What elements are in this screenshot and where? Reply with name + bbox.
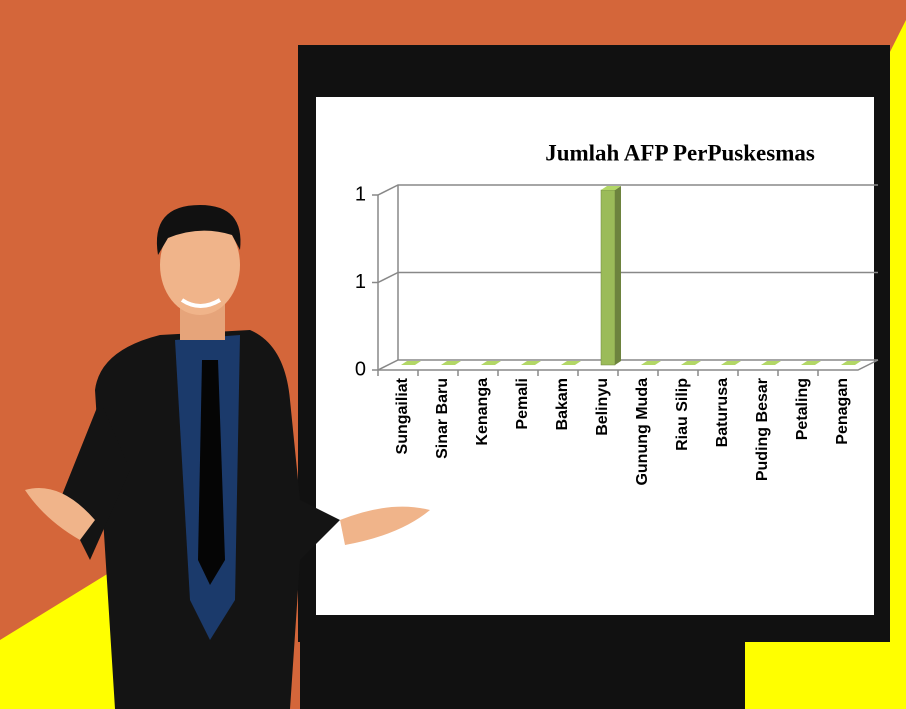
hand bbox=[25, 488, 95, 540]
bar-top bbox=[641, 361, 661, 365]
x-tick-label: Sinar Baru bbox=[434, 378, 451, 459]
y-tick-label: 1 bbox=[355, 183, 366, 205]
smile bbox=[180, 298, 222, 308]
board-stand bbox=[300, 640, 745, 709]
tie bbox=[198, 360, 225, 585]
bar-top bbox=[481, 361, 501, 365]
grid-line bbox=[377, 359, 878, 371]
bar-top bbox=[561, 361, 581, 365]
presenter bbox=[25, 205, 430, 709]
x-tick-label: Sungailiat bbox=[394, 377, 411, 454]
x-tick-label: Riau Silip bbox=[674, 378, 691, 451]
plot-area: 0 1 1 Sungailiat Sinar Baru Kenanga Pemali Baka… bbox=[355, 183, 879, 486]
bar-top bbox=[721, 361, 741, 365]
grid-line bbox=[377, 271, 878, 284]
x-tick-label: Belinyu bbox=[594, 378, 611, 436]
grid-line bbox=[377, 184, 878, 196]
bar-top bbox=[441, 361, 461, 365]
chart-panel bbox=[316, 97, 874, 615]
x-tick-label: Bakam bbox=[554, 378, 571, 430]
x-tick-label: Gunung Muda bbox=[634, 378, 651, 486]
bar-top bbox=[521, 361, 541, 365]
hair bbox=[156, 205, 241, 255]
bar-top bbox=[761, 361, 781, 365]
chart-title: Jumlah AFP PerPuskesmas bbox=[545, 140, 815, 165]
x-tick-label: Pemali bbox=[514, 378, 531, 430]
bar-top bbox=[401, 361, 421, 365]
x-tick-label: Penagan bbox=[834, 378, 851, 445]
x-tick-label: Kenanga bbox=[474, 378, 491, 446]
x-tick-label: Baturusa bbox=[714, 378, 731, 447]
bar bbox=[600, 189, 616, 366]
bar-side bbox=[615, 186, 621, 365]
bar-top bbox=[681, 361, 701, 365]
bar-top bbox=[801, 361, 821, 365]
y-tick-label: 1 bbox=[355, 271, 366, 293]
x-tick-label: Petaling bbox=[794, 378, 811, 440]
x-tick-label: Puding Besar bbox=[754, 378, 771, 481]
hand bbox=[340, 506, 430, 545]
bar-top bbox=[601, 186, 621, 190]
face bbox=[160, 215, 240, 315]
bar-top bbox=[841, 361, 861, 365]
y-tick-label: 0 bbox=[355, 358, 366, 380]
